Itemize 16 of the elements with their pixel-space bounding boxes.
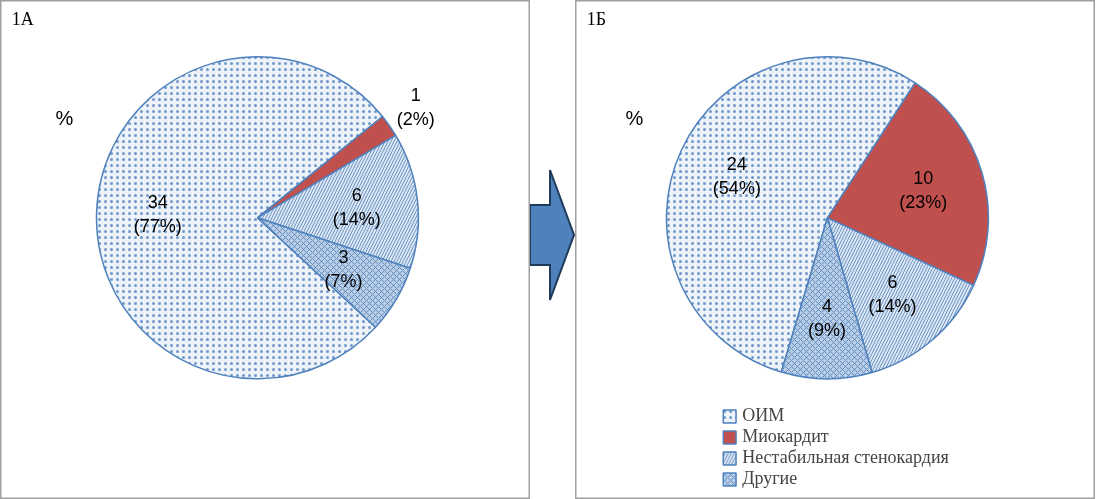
data-label: 1 (2%) <box>396 85 435 130</box>
legend-label: ОИМ <box>742 405 785 426</box>
text: % <box>625 107 644 130</box>
legend-label: Другие <box>742 468 798 489</box>
data-label: 10 (23%) <box>899 168 948 213</box>
chart-title: 1Б <box>586 8 607 29</box>
data-label: 4 (9%) <box>807 295 846 340</box>
data-label: 6 (14%) <box>868 271 917 316</box>
legend-label: Миокардит <box>742 426 829 447</box>
legend-label: Нестабильная стенокардия <box>742 447 949 468</box>
chart-title: 1А <box>11 8 34 29</box>
data-label: 24 (54%) <box>712 153 761 198</box>
text: % <box>55 107 74 130</box>
data-label: 3 (7%) <box>324 246 363 291</box>
data-label: 6 (14%) <box>332 184 381 229</box>
data-label: 34 (77%) <box>133 192 182 237</box>
